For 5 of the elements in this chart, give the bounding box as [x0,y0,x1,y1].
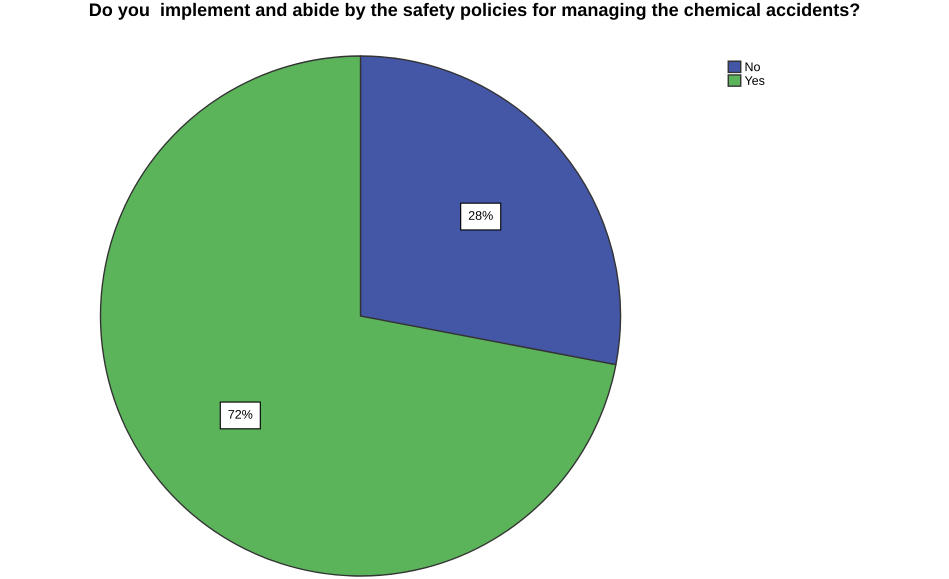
legend-label: Yes [744,76,764,85]
data-label: 72% [228,410,252,419]
legend-label: No [746,62,760,72]
data-label: 28% [468,211,493,220]
chart-title: Do you implement and abide by the safety policies for managing the chemical accidents? [90,2,860,20]
